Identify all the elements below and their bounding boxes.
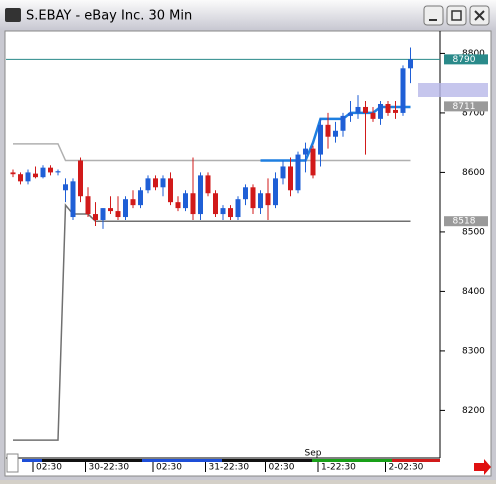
candle-body (108, 208, 113, 212)
y-tick-label: 8400 (462, 287, 485, 297)
candle-body (63, 184, 68, 191)
candle-body (250, 187, 256, 209)
candle-body (55, 171, 61, 173)
title-bar (0, 0, 496, 30)
candle-body (318, 124, 323, 155)
candle-body (25, 172, 31, 182)
candle-body (93, 214, 98, 221)
window-buttons[interactable] (423, 5, 490, 26)
candle-body (243, 187, 248, 200)
price-flag (444, 54, 488, 65)
candle-body (393, 109, 398, 113)
candle-body (355, 106, 361, 113)
candle-body (153, 178, 158, 188)
candle-body (160, 178, 166, 188)
candle-body (130, 199, 136, 206)
y-tick-label: 8200 (462, 406, 485, 416)
candle-body (265, 193, 271, 206)
candle-body (10, 172, 16, 175)
scroll-box[interactable] (6, 453, 19, 473)
candle-body (70, 181, 76, 218)
maximize-button[interactable] (446, 5, 467, 26)
x-tick-label: 31-22:30 (209, 463, 250, 473)
window-title: S.EBAY - eBay Inc. 30 Min (26, 9, 192, 24)
y-tick-label: 8600 (462, 168, 485, 178)
candle-body (310, 148, 316, 176)
candle-body (85, 196, 91, 215)
candle-body (325, 124, 331, 137)
y-tick-label: 8300 (462, 346, 485, 356)
candle-body (273, 178, 278, 206)
candle-body (115, 211, 121, 218)
month-label: Sep (305, 449, 322, 459)
chart-panel (4, 30, 492, 477)
candle-body (295, 154, 301, 191)
candle-body (48, 167, 53, 173)
candle-body (18, 174, 23, 182)
candle-body (40, 167, 46, 178)
level-line (13, 203, 411, 441)
candle-body (138, 190, 143, 206)
y-tick-label: 8500 (462, 227, 485, 237)
candle-body (340, 115, 346, 131)
candle-body (280, 166, 286, 179)
scroll-arrow[interactable] (474, 459, 491, 475)
candle-body (363, 106, 368, 113)
candle-body (385, 103, 391, 113)
candle-body (303, 148, 308, 155)
candle-body (123, 199, 128, 218)
candle-body (400, 68, 406, 113)
x-tick-label: 30-22:30 (89, 463, 130, 473)
candle-body (348, 112, 353, 116)
candle-body (183, 193, 188, 209)
price-flag-label: 8790 (453, 55, 476, 65)
candle-body (100, 208, 106, 221)
price-flag (444, 216, 488, 227)
price-flag-label: 8518 (453, 217, 476, 227)
x-tick-label: 02:30 (269, 463, 295, 473)
candle-body (33, 173, 38, 178)
candle-body (258, 193, 263, 209)
x-tick-label: 02:30 (36, 463, 62, 473)
candle-body (168, 178, 173, 203)
candle-body (220, 208, 226, 215)
candle-body (145, 178, 151, 191)
candle-body (213, 193, 218, 215)
candle-body (408, 59, 413, 69)
candle-body (370, 112, 376, 119)
x-tick-label: 2-02:30 (389, 463, 424, 473)
y-tick-label: 8700 (462, 108, 485, 118)
candle-body (378, 103, 383, 119)
y-tick-label: 8800 (462, 49, 485, 59)
candle-body (228, 208, 233, 218)
x-tick-label: 02:30 (156, 463, 182, 473)
highlight-band (418, 83, 488, 97)
candle-body (205, 175, 211, 194)
candle-body (235, 199, 241, 218)
candle-body (175, 202, 181, 209)
x-tick-label: 1-22:30 (321, 463, 356, 473)
candle-body (198, 175, 203, 215)
candle-body (78, 160, 83, 197)
candle-body (333, 130, 338, 137)
price-flag (444, 101, 488, 112)
minimize-button[interactable] (423, 5, 444, 26)
candle-body (190, 193, 196, 215)
price-flag-label: 8711 (453, 102, 476, 112)
candle-body (288, 166, 293, 191)
app-icon (5, 8, 21, 22)
